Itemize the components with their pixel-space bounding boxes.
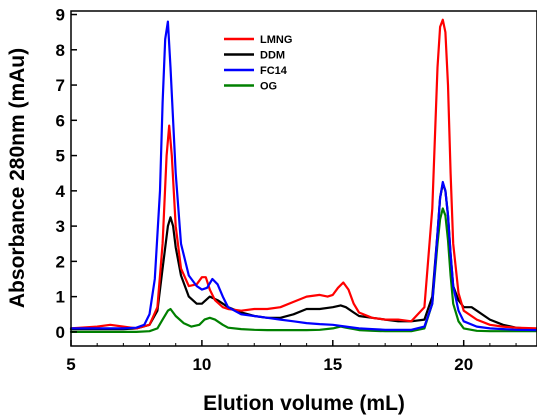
legend-label: DDM: [260, 50, 285, 62]
series-layer: [69, 18, 537, 333]
y-tick-label: 5: [56, 147, 65, 166]
series-line-fc14: [69, 20, 537, 332]
x-tick-label: 15: [323, 355, 342, 374]
x-tick-label: 5: [66, 355, 75, 374]
y-tick-label: 2: [56, 252, 65, 271]
y-tick-label: 8: [56, 41, 65, 60]
legend-label: OG: [260, 81, 277, 93]
y-tick-label: 4: [56, 182, 66, 201]
y-axis: 0 1 2 3 4 5 6 7 8 9: [56, 6, 77, 342]
series-line-lmng: [69, 18, 537, 330]
legend: LMNG DDM FC14 OG: [224, 34, 292, 93]
y-tick-label: 6: [56, 111, 65, 130]
y-tick-label: 3: [56, 217, 65, 236]
plot-frame: [70, 10, 537, 347]
series-line-og: [69, 207, 537, 333]
x-axis: 5 10 15 20: [66, 340, 517, 374]
legend-label: FC14: [260, 65, 288, 77]
y-tick-label: 0: [56, 323, 65, 342]
y-tick-label: 9: [56, 6, 65, 25]
y-tick-label: 1: [56, 288, 65, 307]
legend-label: LMNG: [260, 34, 292, 46]
series-line-ddm: [69, 182, 537, 331]
x-tick-label: 10: [192, 355, 211, 374]
x-axis-title: Elution volume (mL): [203, 392, 405, 415]
y-tick-label: 7: [56, 76, 65, 95]
y-axis-title: Absorbance 280nm (mAu): [6, 48, 29, 308]
x-tick-label: 20: [454, 355, 473, 374]
